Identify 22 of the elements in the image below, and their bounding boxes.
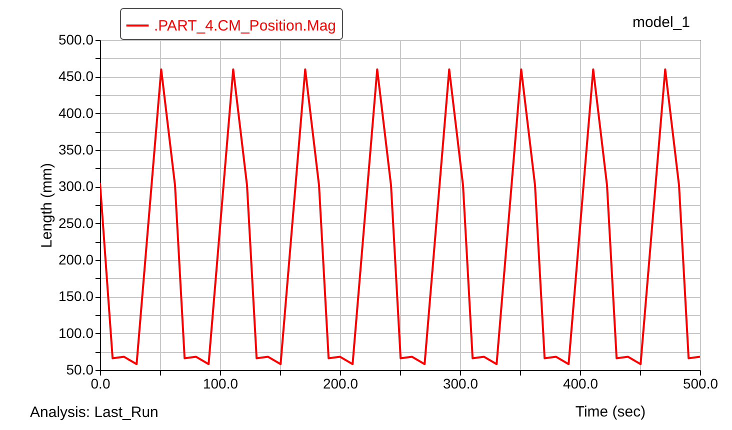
x-tick-label: 300.0 [442,376,478,392]
y-tick-label: 200.0 [58,252,94,268]
y-tick-label: 50.0 [66,362,94,378]
x-tick-label: 0.0 [90,376,110,392]
y-tick-label: 250.0 [58,214,94,231]
y-tick-label: 100.0 [58,324,94,341]
text: Analysis: Last_Run [30,404,158,421]
x-tick-label: 200.0 [322,376,358,392]
chart-title: model_1 [632,14,690,31]
y-tick-label: 450.0 [58,68,94,84]
y-axis-title: Length (mm) [38,162,56,248]
x-tick-label: 500.0 [682,376,718,392]
legend-label: .PART_4.CM_Position.Mag [154,18,336,34]
x-axis-title: Time (sec) [575,404,646,420]
y-tick-label: 150.0 [58,288,94,304]
x-tick-label: 400.0 [562,376,598,392]
y-tick-label: 400.0 [58,104,94,121]
y-tick-label: 350.0 [58,142,94,158]
x-tick-label: 100.0 [202,376,238,392]
y-tick-label: 300.0 [58,178,94,194]
y-tick-label: 500.0 [58,32,94,48]
line-series [100,68,700,366]
